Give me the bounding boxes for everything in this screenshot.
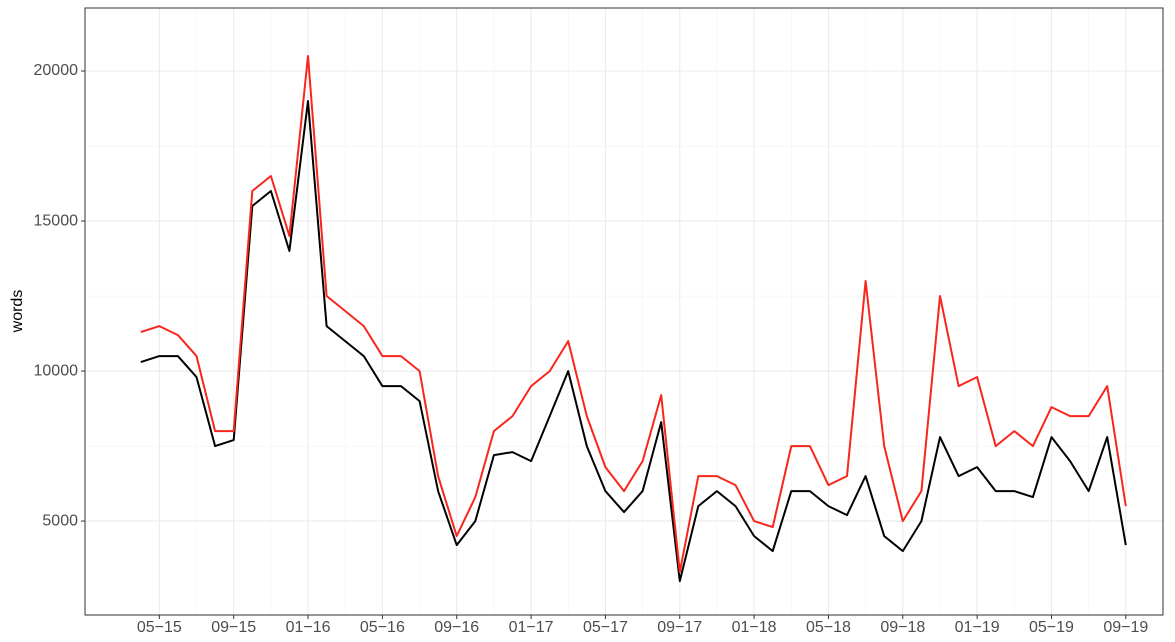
y-tick-label: 5000 [42, 512, 78, 529]
panel-border [84, 7, 1164, 616]
y-tick-label: 15000 [34, 212, 79, 229]
x-tick-label: 09−15 [211, 619, 256, 636]
y-tick-label: 10000 [34, 362, 79, 379]
x-tick-label: 05−15 [137, 619, 182, 636]
x-tick-label: 09−19 [1103, 619, 1148, 636]
x-tick-label: 05−17 [583, 619, 628, 636]
x-tick-label: 05−18 [806, 619, 851, 636]
x-tick-label: 05−16 [360, 619, 405, 636]
series-line [140, 100, 1127, 583]
y-tick-label: 20000 [34, 62, 79, 79]
x-tick-label: 01−18 [732, 619, 777, 636]
x-tick-label: 09−18 [880, 619, 925, 636]
series-line [140, 55, 1127, 574]
x-tick-label: 01−17 [509, 619, 554, 636]
x-tick-label: 09−17 [657, 619, 702, 636]
x-tick-label: 05−19 [1029, 619, 1074, 636]
x-tick-label: 01−16 [286, 619, 331, 636]
x-tick-label: 01−19 [955, 619, 1000, 636]
y-axis-label: words [9, 290, 26, 334]
x-tick-label: 09−16 [434, 619, 479, 636]
